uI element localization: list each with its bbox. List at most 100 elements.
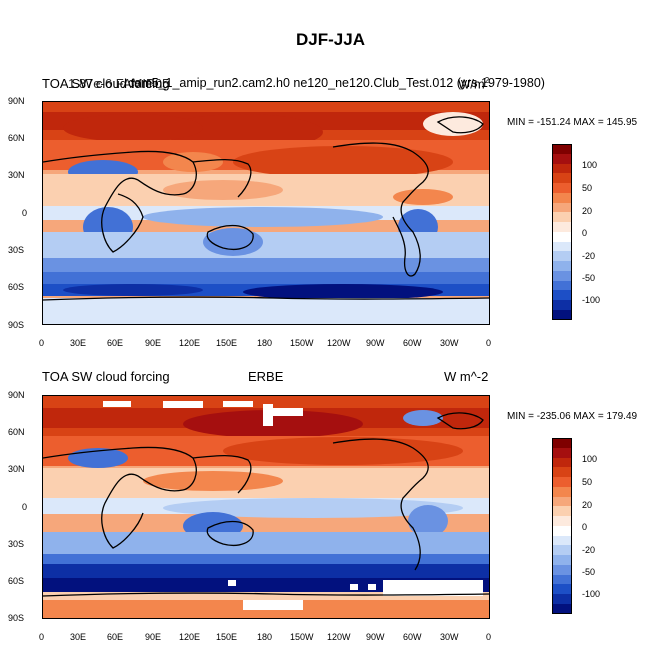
colorbar-swatch (552, 173, 572, 184)
colorbar-swatch (552, 457, 572, 468)
colorbar-swatch (552, 438, 572, 448)
panel-overlap-text: 1.87e-6 FAMIP05 (68, 76, 170, 91)
lon-label: 90E (145, 632, 162, 642)
colorbar-label: -100 (582, 589, 601, 599)
lat-label: 60S (8, 282, 25, 292)
lat-label: 30S (8, 245, 25, 255)
colorbar-swatches (552, 144, 572, 320)
colorbar-swatch (552, 290, 572, 301)
lon-label: 90E (145, 338, 162, 348)
colorbar-label: 100 (582, 160, 598, 170)
colorbar-label: -20 (582, 545, 596, 555)
lon-label: 30W (440, 632, 459, 642)
colorbar-swatch (552, 486, 572, 497)
lat-label: 0 (22, 502, 28, 512)
lon-label: 120E (179, 632, 201, 642)
lat-label: 30S (8, 539, 25, 549)
colorbar-swatches (552, 438, 572, 614)
min-max-text: MIN = -151.24 MAX = 145.95 (507, 117, 638, 128)
panel-center-title: cam5_1_amip_run2.cam2.h0 ne120_ne120.Clu… (128, 76, 545, 90)
colorbar-swatch (552, 222, 572, 232)
colorbar-label: 100 (582, 454, 598, 464)
colorbar-top (552, 144, 572, 320)
colorbar-swatch (552, 574, 572, 585)
lon-label: 150W (290, 632, 314, 642)
lon-label: 120W (327, 632, 351, 642)
lon-label: 150E (216, 338, 238, 348)
map-field-bottom (43, 396, 489, 618)
colorbar-label: -100 (582, 295, 601, 305)
colorbar-swatch (552, 310, 572, 320)
colorbar-swatch (552, 251, 572, 262)
lon-label: 60W (403, 632, 422, 642)
lat-label: 90S (8, 613, 25, 623)
panel-left-title: TOA SW cloud forcing (42, 76, 170, 91)
lon-label: 90W (366, 632, 385, 642)
lat-label: 0 (22, 208, 28, 218)
colorbar-swatch (552, 594, 572, 605)
min-max-text: MIN = -235.06 MAX = 179.49 (507, 411, 638, 422)
lat-label: 30N (8, 170, 25, 180)
colorbar-label: 0 (582, 522, 588, 532)
lon-label: 120E (179, 338, 201, 348)
lat-label: 90N (8, 390, 25, 400)
colorbar-label: 20 (582, 500, 593, 510)
lat-label: 30N (8, 464, 25, 474)
colorbar-swatch (552, 545, 572, 556)
colorbar-swatch (552, 496, 572, 507)
colorbar-swatch (552, 477, 572, 487)
lon-label: 30E (70, 632, 87, 642)
colorbar-swatch (552, 564, 572, 575)
lon-label: 150W (290, 338, 314, 348)
lon-label: 180 (257, 338, 273, 348)
lon-label: 120W (327, 338, 351, 348)
colorbar-swatch (552, 270, 572, 281)
colorbar-swatch (552, 604, 572, 614)
colorbar-swatch (552, 525, 572, 536)
colorbar-swatch (552, 584, 572, 595)
lon-label: 30E (70, 338, 87, 348)
colorbar-swatch (552, 212, 572, 223)
lon-label: 60W (403, 338, 422, 348)
lat-label: 90N (8, 96, 25, 106)
lon-label: 60E (107, 338, 124, 348)
colorbar-swatch (552, 192, 572, 203)
lon-label: 0 (486, 632, 492, 642)
colorbar-swatch (552, 153, 572, 164)
colorbar-swatch (552, 516, 572, 526)
panel-units: W m^-2 (444, 369, 489, 384)
lat-label: 60S (8, 576, 25, 586)
lon-label: 90W (366, 338, 385, 348)
colorbar-label: 50 (582, 183, 593, 193)
lat-label: 90S (8, 320, 25, 330)
colorbar-swatch (552, 535, 572, 546)
colorbar-swatch (552, 183, 572, 193)
colorbar-label: -20 (582, 251, 596, 261)
colorbar-swatch (552, 467, 572, 478)
lon-label: 30W (440, 338, 459, 348)
colorbar-label: -50 (582, 273, 596, 283)
panel-center-title: ERBE (248, 369, 284, 384)
map-bottom (42, 395, 490, 619)
lon-label: 60E (107, 632, 124, 642)
colorbar-swatch (552, 231, 572, 242)
colorbar-label: -50 (582, 567, 596, 577)
colorbar-label: 50 (582, 477, 593, 487)
panel-left-title: TOA SW cloud forcing (42, 369, 170, 384)
colorbar-swatch (552, 506, 572, 517)
colorbar-swatch (552, 202, 572, 213)
lon-label: 0 (39, 338, 45, 348)
colorbar-swatch (552, 555, 572, 565)
colorbar-bottom (552, 438, 572, 614)
colorbar-swatch (552, 163, 572, 174)
colorbar-swatch (552, 300, 572, 311)
colorbar-swatch (552, 280, 572, 291)
figure-title: DJF-JJA (296, 30, 365, 49)
panel-units: W/m2 (458, 76, 490, 92)
lat-label: 60N (8, 427, 25, 437)
lon-label: 180 (257, 632, 273, 642)
colorbar-swatch (552, 241, 572, 252)
map-top (42, 101, 490, 325)
colorbar-swatch (552, 261, 572, 271)
colorbar-swatch (552, 144, 572, 154)
